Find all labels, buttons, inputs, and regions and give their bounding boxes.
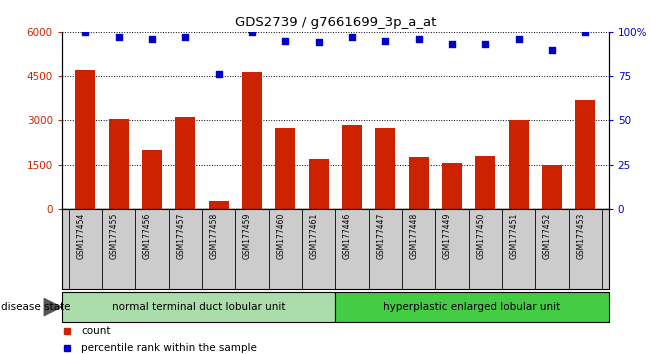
- Point: [247, 29, 257, 35]
- Bar: [409, 157, 428, 209]
- Text: count: count: [81, 326, 111, 336]
- Polygon shape: [44, 298, 62, 316]
- Text: GSM177451: GSM177451: [510, 213, 519, 259]
- Bar: [335, 292, 609, 322]
- Text: GSM177460: GSM177460: [276, 213, 285, 259]
- Bar: [175, 118, 195, 209]
- Text: GSM177447: GSM177447: [376, 213, 385, 259]
- Point: [313, 40, 324, 45]
- Bar: [109, 119, 128, 209]
- Point: [80, 29, 90, 35]
- Text: GSM177461: GSM177461: [310, 213, 318, 259]
- Title: GDS2739 / g7661699_3p_a_at: GDS2739 / g7661699_3p_a_at: [234, 16, 436, 29]
- Text: GSM177448: GSM177448: [409, 213, 419, 259]
- Text: GSM177457: GSM177457: [176, 213, 186, 259]
- Bar: [142, 150, 162, 209]
- Text: GSM177450: GSM177450: [477, 213, 485, 259]
- Bar: [75, 70, 95, 209]
- Point: [447, 41, 457, 47]
- Text: GSM177453: GSM177453: [576, 213, 585, 259]
- Point: [146, 36, 157, 42]
- Text: GSM177454: GSM177454: [76, 213, 85, 259]
- Point: [347, 34, 357, 40]
- Bar: [275, 128, 296, 209]
- Bar: [475, 156, 495, 209]
- Point: [580, 29, 590, 35]
- Point: [547, 47, 557, 52]
- Text: normal terminal duct lobular unit: normal terminal duct lobular unit: [112, 302, 285, 312]
- Bar: [342, 125, 362, 209]
- Bar: [542, 165, 562, 209]
- Text: GSM177455: GSM177455: [109, 213, 118, 259]
- Text: hyperplastic enlarged lobular unit: hyperplastic enlarged lobular unit: [383, 302, 561, 312]
- Text: GSM177456: GSM177456: [143, 213, 152, 259]
- Bar: [575, 100, 596, 209]
- Point: [180, 34, 191, 40]
- Bar: [309, 159, 329, 209]
- Point: [480, 41, 490, 47]
- Bar: [375, 128, 395, 209]
- Text: disease state: disease state: [1, 302, 70, 312]
- Text: GSM177446: GSM177446: [343, 213, 352, 259]
- Text: GSM177459: GSM177459: [243, 213, 252, 259]
- Text: GSM177458: GSM177458: [210, 213, 219, 259]
- Point: [514, 36, 524, 42]
- Point: [280, 38, 290, 44]
- Point: [214, 72, 224, 77]
- Bar: [62, 292, 335, 322]
- Bar: [442, 163, 462, 209]
- Point: [113, 34, 124, 40]
- Point: [380, 38, 391, 44]
- Text: percentile rank within the sample: percentile rank within the sample: [81, 343, 257, 353]
- Bar: [242, 72, 262, 209]
- Bar: [508, 120, 529, 209]
- Bar: [208, 201, 229, 209]
- Point: [413, 36, 424, 42]
- Text: GSM177452: GSM177452: [543, 213, 552, 259]
- Text: GSM177449: GSM177449: [443, 213, 452, 259]
